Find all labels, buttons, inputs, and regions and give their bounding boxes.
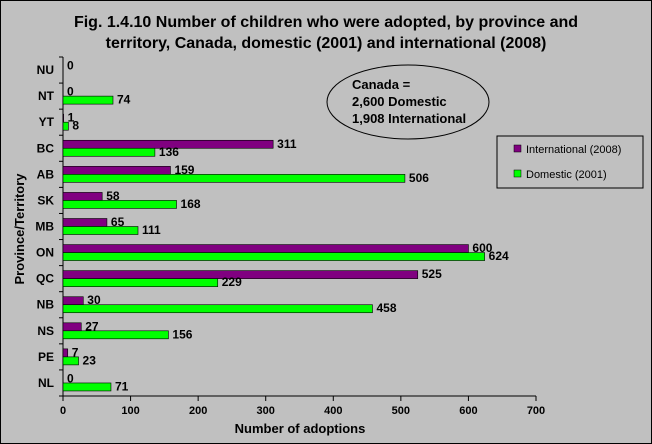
legend-swatch-domestic [513,169,522,178]
data-label-domestic: 71 [115,379,129,393]
y-category-label: NB [37,298,55,312]
data-label-international: 30 [87,293,101,307]
data-label-international: 65 [111,215,125,229]
data-label-international: 159 [174,163,194,177]
y-category-label: NT [38,89,55,103]
bar-domestic [62,200,177,209]
data-label-international: 58 [106,189,120,203]
legend-label-international: International (2008) [526,144,621,156]
bar-domestic [62,330,169,340]
bar-domestic [62,356,79,366]
data-label-domestic: 23 [83,353,97,367]
bar-domestic [62,278,219,287]
bar-international [62,348,69,358]
y-category-label: PE [38,350,54,364]
data-label-domestic: 229 [222,275,242,289]
data-label-domestic: 506 [409,171,429,185]
data-label-international: 27 [85,319,99,333]
x-tick-label: 200 [189,405,207,417]
bar-domestic [62,121,69,131]
legend-swatch-international [513,144,522,153]
legend: International (2008) Domestic (2001) [496,135,644,189]
bar-domestic [62,174,406,183]
bar-international [62,192,103,201]
y-category-label: ON [36,246,54,260]
canada-total-line-3: 1,908 International [352,111,466,126]
data-label-domestic: 624 [489,249,509,263]
data-label-domestic: 111 [142,223,161,237]
y-category-label: NL [38,376,54,390]
y-category-label: NS [37,324,54,338]
y-category-label: MB [35,220,54,234]
bar-domestic [62,147,156,157]
data-label-international: 311 [277,137,297,151]
data-label-domestic: 156 [172,327,192,341]
data-label-international: 1 [68,111,75,125]
y-axis-title: Province/Territory [12,173,27,285]
data-label-international: 7 [72,345,79,359]
y-category-label: QC [36,272,54,286]
data-label-international: 600 [472,241,492,255]
y-category-label: SK [37,193,54,207]
y-category-label: NU [37,63,54,77]
bar-international [62,218,108,227]
bar-international [62,296,84,306]
x-tick-label: 600 [459,405,477,417]
data-label-international: 0 [67,371,74,385]
data-label-international: 525 [422,267,442,281]
bar-international [62,139,274,149]
bar-domestic [62,304,373,314]
bar-international [62,270,419,279]
data-label-domestic: 136 [159,145,179,159]
bar-international [62,244,469,253]
x-tick-label: 700 [527,405,545,417]
bar-domestic [62,226,139,235]
canada-total-ellipse [326,64,490,140]
data-label-domestic: 8 [72,119,79,133]
canada-total-line-1: Canada = [352,77,411,92]
x-axis-title: Number of adoptions [235,421,366,436]
legend-box [496,135,644,189]
legend-label-domestic: Domestic (2001) [526,169,607,181]
x-tick-label: 100 [121,405,139,417]
data-label-domestic: 458 [376,301,396,315]
bar-domestic [62,252,485,261]
bar-domestic [62,382,112,392]
y-category-label: BC [37,141,55,155]
chart-title-line-1: Fig. 1.4.10 Number of children who were … [73,14,579,31]
chart-title-line-2: territory, Canada, domestic (2001) and i… [105,35,547,52]
bar-international [62,322,82,332]
x-tick-label: 500 [392,405,410,417]
x-tick-label: 0 [60,405,66,417]
bar-international [62,113,64,123]
bar-domestic [62,95,114,105]
data-label-domestic: 74 [117,93,131,107]
y-category-label: AB [37,167,55,181]
data-label-international: 0 [67,59,74,73]
data-label-domestic: 168 [181,197,201,211]
bar-international [62,166,171,175]
canada-total-line-2: 2,600 Domestic [352,94,447,109]
data-label-international: 0 [67,85,74,99]
x-tick-label: 300 [257,405,275,417]
y-category-label: YT [39,115,55,129]
x-tick-label: 400 [324,405,342,417]
